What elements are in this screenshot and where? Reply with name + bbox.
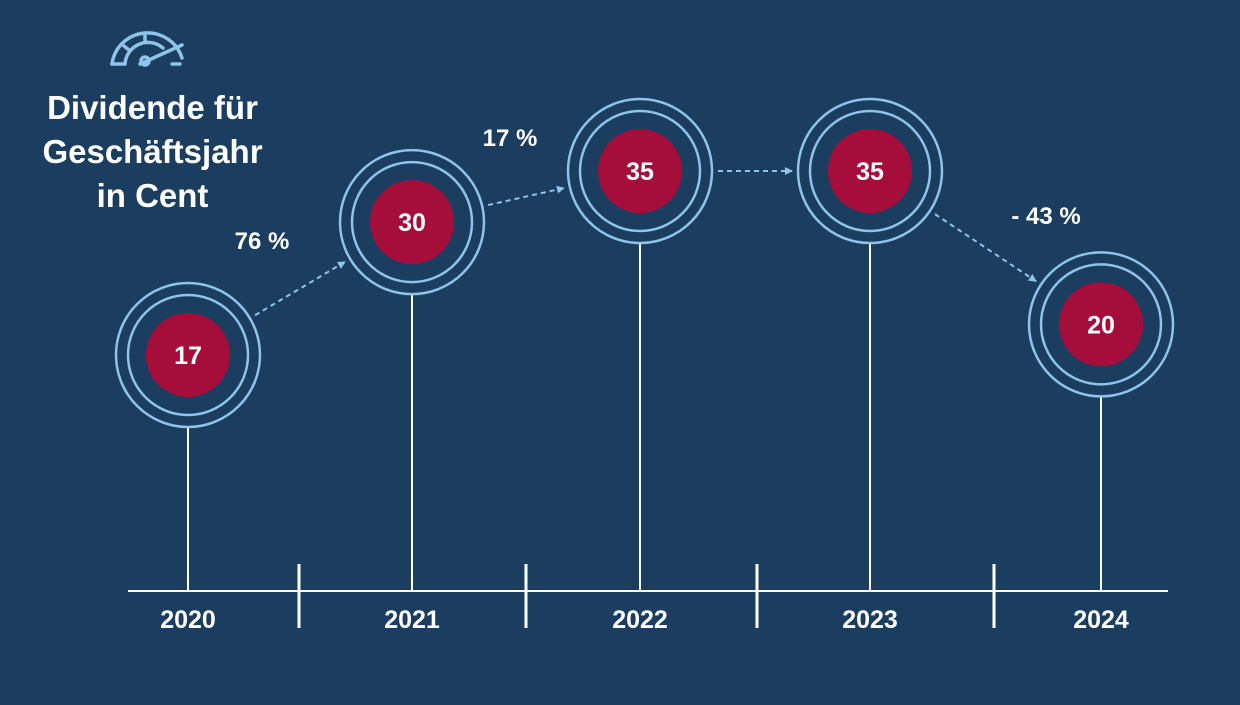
value-label-2021: 30 [398, 209, 426, 237]
change-label-2021: 76 % [235, 228, 290, 255]
value-label-2024: 20 [1087, 311, 1115, 339]
tick-label-2020: 2020 [160, 606, 216, 634]
outer-ring-2023 [796, 97, 944, 245]
value-bubble-2024 [1059, 282, 1143, 367]
value-bubble-2021 [370, 180, 454, 265]
outer-ring-2021 [338, 148, 486, 296]
inner-ring-2024 [1039, 263, 1163, 386]
change-arrow-2020-2021 [254, 261, 346, 317]
tick-label-2023: 2023 [842, 606, 898, 634]
tick-label-2022: 2022 [612, 606, 668, 634]
tick-label-2021: 2021 [384, 606, 440, 634]
chart-title: Dividende für Geschäftsjahr in Cent [20, 86, 285, 218]
inner-ring-2021 [350, 160, 474, 284]
change-label-2022: 17 % [483, 125, 538, 152]
inner-ring-2020 [126, 293, 250, 417]
change-arrow-2021-2022 [487, 185, 565, 207]
change-arrow-2023-2024 [934, 213, 1037, 283]
inner-ring-2023 [808, 109, 932, 233]
value-bubble-2022 [598, 129, 682, 213]
value-bubble-2020 [146, 313, 230, 397]
inner-ring-2022 [578, 109, 702, 233]
change-label-2024: - 43 % [1011, 203, 1080, 230]
value-label-2023: 35 [856, 158, 884, 186]
outer-ring-2020 [114, 281, 262, 429]
title-line-1: Dividende für [47, 89, 258, 126]
speedometer-icon [110, 31, 184, 67]
outer-ring-2022 [566, 97, 714, 245]
tick-label-2024: 2024 [1073, 606, 1129, 634]
value-label-2022: 35 [626, 158, 654, 186]
title-line-3: in Cent [96, 177, 209, 214]
outer-ring-2024 [1027, 251, 1175, 398]
value-bubble-2023 [828, 129, 912, 213]
title-line-2: Geschäftsjahr [42, 133, 263, 170]
value-label-2020: 17 [174, 342, 202, 370]
